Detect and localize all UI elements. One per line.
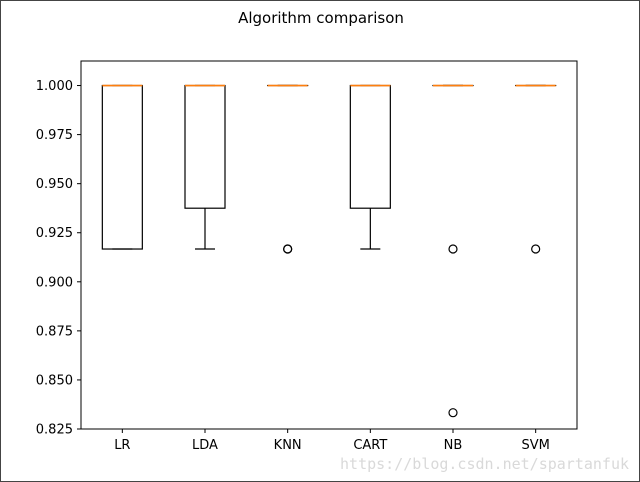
outlier-point <box>531 244 541 254</box>
y-tick-label: 0.900 <box>36 275 73 290</box>
box-nb <box>432 84 474 418</box>
box-cart <box>349 84 391 250</box>
box-lr <box>101 84 143 250</box>
x-tick-label: LDA <box>192 438 218 453</box>
boxes <box>101 84 557 418</box>
box-knn <box>267 84 309 254</box>
watermark-text: https://blog.csdn.net/spartanfuk <box>340 455 629 473</box>
x-axis: LR LDA KNN CART NB SVM <box>114 429 550 453</box>
y-tick-label: 0.825 <box>36 423 73 438</box>
y-tick-label: 0.925 <box>36 226 73 241</box>
box-svm <box>515 84 557 254</box>
x-tick-label: CART <box>353 438 387 453</box>
outlier-point <box>448 408 458 418</box>
y-tick-label: 0.875 <box>36 324 73 339</box>
chart-title: Algorithm comparison <box>238 9 404 27</box>
box-lda <box>184 84 226 250</box>
box-body <box>349 84 391 209</box>
plot-area <box>80 60 578 430</box>
y-tick-label: 1.000 <box>36 79 73 94</box>
x-tick-label: SVM <box>521 438 549 453</box>
x-tick-label: NB <box>444 438 463 453</box>
x-tick-label: LR <box>114 438 130 453</box>
outlier-point <box>448 244 458 254</box>
y-axis: 0.825 0.850 0.875 0.900 0.925 0.950 0.975 1.000 <box>36 79 81 438</box>
y-tick-label: 0.950 <box>36 177 73 192</box>
y-tick-label: 0.850 <box>36 373 73 388</box>
box-body <box>184 84 226 209</box>
x-tick-label: KNN <box>274 438 302 453</box>
y-tick-label: 0.975 <box>36 128 73 143</box>
outlier-point <box>283 244 293 254</box>
box-body <box>101 84 143 250</box>
